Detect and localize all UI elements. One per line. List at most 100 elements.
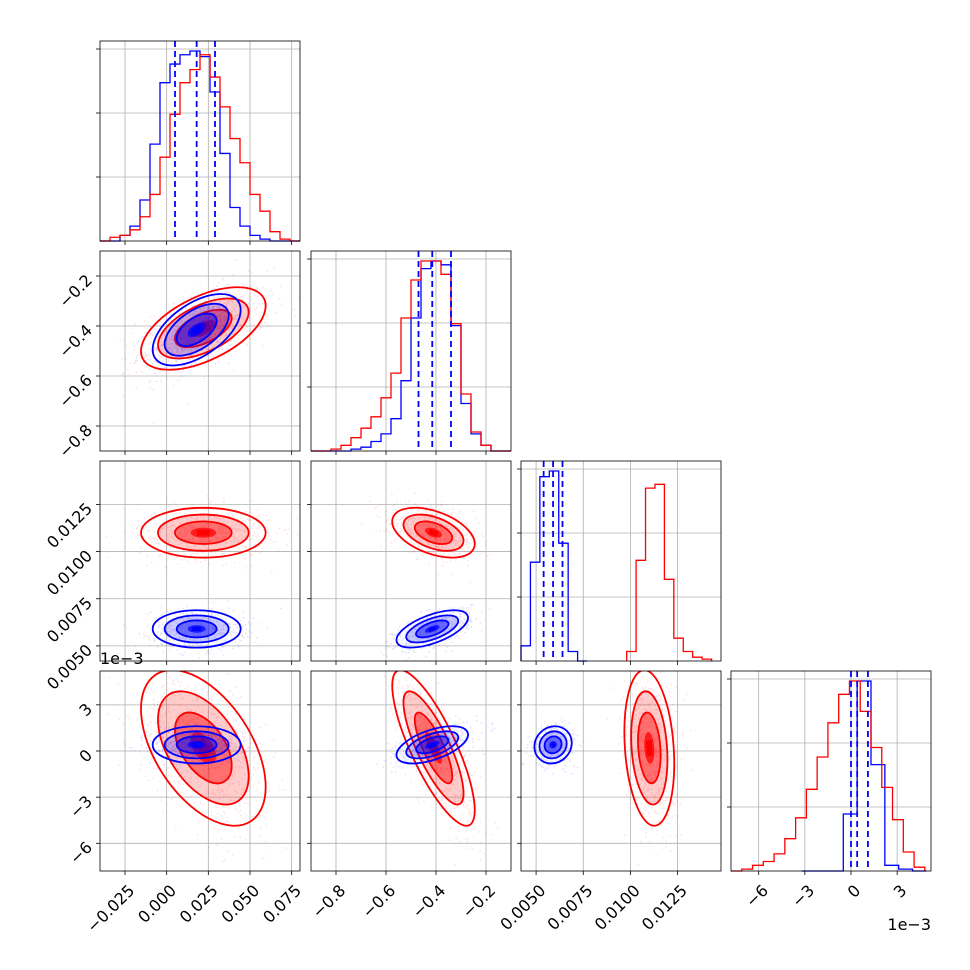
y-tick-label: 3 bbox=[75, 699, 96, 720]
hist-series-0 bbox=[520, 470, 588, 662]
x-tick-label: 0 bbox=[844, 881, 865, 902]
x-tick-label: 0.0050 bbox=[496, 881, 549, 934]
plot-area bbox=[376, 671, 499, 866]
scatter-points-1 bbox=[606, 671, 693, 871]
plot-area bbox=[103, 671, 300, 863]
hist-series-0 bbox=[801, 680, 927, 872]
x-tick-label: −0.2 bbox=[458, 881, 499, 922]
density-peak-0 bbox=[192, 742, 202, 748]
contour-1 bbox=[630, 690, 669, 806]
contour-0 bbox=[175, 312, 218, 347]
density-peak-1 bbox=[645, 739, 653, 756]
contour-0 bbox=[395, 609, 469, 649]
hist-panel-3: −6 −3 0 3 bbox=[727, 670, 932, 911]
density-peak-1 bbox=[197, 529, 210, 536]
contour-0 bbox=[163, 302, 230, 357]
axes-frame bbox=[310, 250, 512, 452]
contour-1 bbox=[157, 513, 250, 552]
y-tick-label: −0.6 bbox=[55, 371, 96, 412]
density-peak-1 bbox=[428, 528, 439, 537]
axes-frame bbox=[99, 250, 301, 452]
y-tick-label: −0.8 bbox=[55, 421, 96, 462]
contour-1 bbox=[637, 711, 662, 785]
contour-0 bbox=[533, 725, 573, 765]
density-peak-0 bbox=[428, 626, 437, 632]
contour-1 bbox=[140, 286, 267, 371]
x-tick-label: 0.0075 bbox=[544, 881, 597, 934]
contour-0 bbox=[175, 619, 218, 639]
x-tick-label: 3 bbox=[890, 881, 911, 902]
y-tick-label: 0 bbox=[75, 746, 96, 767]
contour-1 bbox=[413, 520, 454, 545]
hist-series-1 bbox=[626, 483, 713, 661]
x-tick-label: 0.0100 bbox=[591, 881, 644, 934]
y-tick-label: −3 bbox=[66, 792, 96, 822]
axes-frame bbox=[310, 670, 512, 872]
contour-0 bbox=[151, 725, 242, 765]
axes-frame bbox=[520, 670, 722, 872]
scatter-panel-2-1 bbox=[307, 460, 512, 665]
scatter-points-0 bbox=[380, 604, 491, 661]
x-offset-label: 1e−3 bbox=[887, 915, 931, 934]
y-tick-label: 0.0075 bbox=[43, 593, 96, 646]
contour-0 bbox=[163, 614, 230, 644]
x-tick-label: −0.6 bbox=[358, 881, 399, 922]
plot-area bbox=[105, 495, 299, 659]
hist-panel-2 bbox=[517, 460, 722, 665]
contour-1 bbox=[391, 506, 476, 559]
x-tick-label: −0.025 bbox=[83, 881, 138, 936]
density-peak-0 bbox=[190, 324, 203, 336]
scatter-points-1 bbox=[361, 492, 491, 584]
scatter-panel-3-1: −0.8 −0.6 −0.4 −0.2 bbox=[307, 670, 512, 922]
plot-area bbox=[521, 671, 693, 871]
axes-frame bbox=[99, 40, 301, 242]
plot-area bbox=[361, 492, 491, 661]
x-tick-label: −3 bbox=[788, 881, 818, 911]
contour-0 bbox=[151, 293, 242, 367]
hist-series-1 bbox=[731, 680, 926, 872]
hist-series-1 bbox=[100, 54, 300, 242]
density-peak-0 bbox=[550, 741, 556, 748]
y-tick-label: −0.4 bbox=[55, 321, 96, 362]
contour-0 bbox=[395, 725, 469, 765]
contour-0 bbox=[415, 619, 450, 639]
density-peak-0 bbox=[428, 741, 437, 748]
y-tick-label: 0.0125 bbox=[43, 499, 96, 552]
contour-0 bbox=[405, 730, 460, 760]
axes-frame bbox=[99, 460, 301, 662]
density-peak-0 bbox=[192, 626, 202, 632]
contour-0 bbox=[543, 735, 563, 755]
contour-0 bbox=[405, 614, 460, 644]
hist-series-0 bbox=[311, 260, 511, 452]
contour-0 bbox=[151, 609, 242, 649]
axes-frame bbox=[310, 460, 512, 662]
scatter-points-1 bbox=[384, 671, 499, 866]
scatter-panel-1-0: −0.8 −0.6 −0.4 −0.2 bbox=[55, 250, 301, 462]
contour-1 bbox=[413, 711, 454, 785]
axes-frame bbox=[730, 670, 932, 872]
x-tick-label: 0.075 bbox=[259, 881, 305, 927]
hist-panel-1 bbox=[307, 250, 512, 455]
x-tick-label: 0.050 bbox=[217, 881, 263, 927]
y-tick-label: 0.0050 bbox=[43, 640, 96, 693]
y-tick-label: 0.0100 bbox=[43, 546, 96, 599]
axes-frame bbox=[520, 460, 722, 662]
scatter-points-1 bbox=[105, 495, 299, 572]
y-tick-label: −0.2 bbox=[55, 271, 96, 312]
contour-0 bbox=[415, 735, 450, 755]
x-tick-label: −6 bbox=[742, 881, 772, 911]
y-tick-label: −6 bbox=[66, 838, 96, 868]
contour-1 bbox=[140, 506, 267, 559]
x-tick-label: 0.000 bbox=[134, 881, 180, 927]
hist-series-1 bbox=[311, 260, 511, 452]
contour-1 bbox=[157, 690, 250, 806]
plot-area bbox=[119, 259, 300, 424]
x-tick-label: 0.0125 bbox=[638, 881, 691, 934]
hist-panel-0 bbox=[96, 40, 301, 245]
y-offset-label: 1e−3 bbox=[100, 649, 144, 668]
contour-1 bbox=[623, 671, 676, 827]
